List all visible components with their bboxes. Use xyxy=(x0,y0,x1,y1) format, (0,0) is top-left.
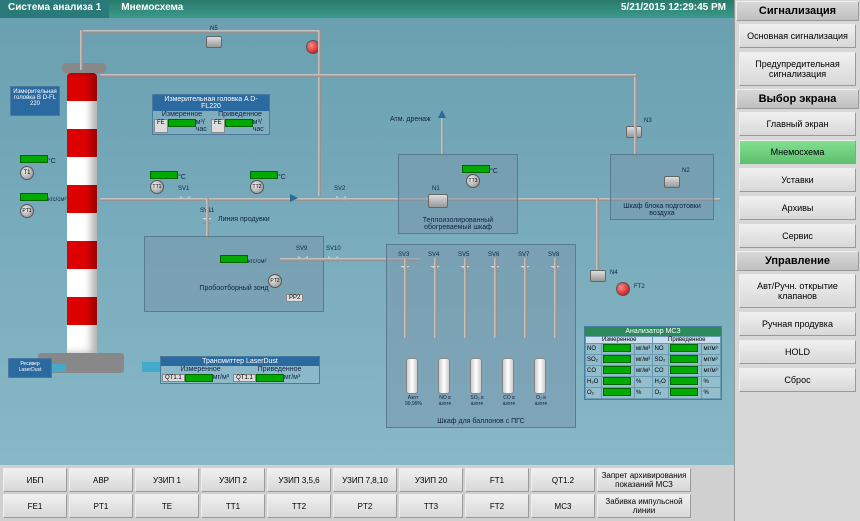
bottom-button[interactable]: FE1 xyxy=(3,494,67,518)
sidebar-button[interactable]: Ручная продувка xyxy=(739,312,856,336)
valve-ft2[interactable] xyxy=(616,282,630,296)
valve-sv2[interactable] xyxy=(336,194,346,204)
pump-n4[interactable] xyxy=(590,270,606,282)
bottom-button[interactable]: QT1.2 xyxy=(531,468,595,492)
sidebar-button[interactable]: Основная сигнализация xyxy=(739,24,856,48)
bottom-button[interactable]: АВР xyxy=(69,468,133,492)
bottom-button[interactable]: FT2 xyxy=(465,494,529,518)
gas-cylinder: NO в азоте xyxy=(438,358,450,394)
ana-led xyxy=(603,355,631,363)
ana-led xyxy=(603,344,631,352)
gas-cylinder: O₂ в азоте xyxy=(534,358,546,394)
bottom-button[interactable]: ИБП xyxy=(3,468,67,492)
sidebar-button[interactable]: Уставки xyxy=(739,168,856,192)
sidebar-button[interactable]: Предупредительная сигнализация xyxy=(739,52,856,86)
sidebar: Сигнализация Основная сигнализация Предупр… xyxy=(734,0,860,521)
mnemonic-canvas: Измерительная головка B D-FL 220 Измерит… xyxy=(0,18,734,465)
ana-gas: O₂ xyxy=(586,388,602,399)
bottom-button[interactable]: УЗИП 3,5,6 xyxy=(267,468,331,492)
gas-cylinder: CO в азоте xyxy=(502,358,514,394)
sidebar-button[interactable]: Сервис xyxy=(739,224,856,248)
bottom-button[interactable]: Забивка импульсной линии xyxy=(597,494,691,518)
bottom-button[interactable]: PT1 xyxy=(69,494,133,518)
sidebar-button[interactable]: Архивы xyxy=(739,196,856,220)
header-bar: Система анализа 1 Мнемосхема 5/21/2015 1… xyxy=(0,0,734,18)
flow-arrow-icon xyxy=(290,194,298,202)
sidebar-button[interactable]: Главный экран xyxy=(739,112,856,136)
sensor-pt1[interactable]: PT1 xyxy=(20,204,34,218)
bottom-button[interactable]: УЗИП 1 xyxy=(135,468,199,492)
bottom-button[interactable]: TT1 xyxy=(201,494,265,518)
sidebar-button[interactable]: Мнемосхема xyxy=(739,140,856,164)
analyzer-mc3: Анализатор МСЗ ИзмеренноеПриведенное NOм… xyxy=(584,326,722,400)
bottom-button[interactable]: TT2 xyxy=(267,494,331,518)
stack-chimney xyxy=(62,63,102,363)
gas-cylinder: SO₂ в азоте xyxy=(470,358,482,394)
screen-name: Мнемосхема xyxy=(109,0,195,18)
laser-tx xyxy=(142,362,160,372)
sidebar-button[interactable]: HOLD xyxy=(739,340,856,364)
heated-cabinet: Теплоизолированный обогреваемый шкаф xyxy=(398,154,518,234)
bottom-button[interactable]: PT2 xyxy=(333,494,397,518)
ana-led xyxy=(603,366,631,374)
bottom-button[interactable]: УЗИП 2 xyxy=(201,468,265,492)
sensor-pt2[interactable]: PT2 xyxy=(268,274,282,288)
ana-gas: H₂O xyxy=(586,377,602,388)
ana-led xyxy=(603,388,631,396)
bottom-button[interactable]: FT1 xyxy=(465,468,529,492)
gas-cylinder: Азот 99,99% xyxy=(406,358,418,394)
box-dfl220-a: Измерительная головка A D-FL220 Измеренн… xyxy=(152,94,270,135)
bottom-button[interactable]: Запрет архивирования показаний МСЗ xyxy=(597,468,691,492)
air-cabinet: Шкаф блока подготовки воздуха xyxy=(610,154,714,220)
pump-n2[interactable] xyxy=(664,176,680,188)
laser-beam xyxy=(52,364,66,372)
sidebar-header: Управление xyxy=(736,251,859,271)
sidebar-header: Выбор экрана xyxy=(736,89,859,109)
box-laserdust: Трансмиттер LaserDust Измеренное Приведе… xyxy=(160,356,320,384)
bottom-button[interactable]: УЗИП 7,8,10 xyxy=(333,468,397,492)
ana-gas: SO₂ xyxy=(586,355,602,366)
drain-arrow-icon xyxy=(438,110,446,118)
pp2-block: кгс/см² xyxy=(220,250,266,268)
bottom-button[interactable]: УЗИП 20 xyxy=(399,468,463,492)
sidebar-button[interactable]: Авт/Ручн. открытие клапанов xyxy=(739,274,856,308)
pump-n1[interactable] xyxy=(428,194,448,208)
bottom-button[interactable]: TT3 xyxy=(399,494,463,518)
sensor-tt1[interactable]: TT1 xyxy=(150,180,164,194)
ana-led xyxy=(603,377,631,385)
pump-n5[interactable] xyxy=(206,36,222,48)
sensor-t1[interactable]: T1 xyxy=(20,166,34,180)
app-title: Система анализа 1 xyxy=(0,0,109,18)
receiver-laserdust: Ресивер LaserDust xyxy=(8,358,52,378)
led xyxy=(168,119,196,127)
box-dfl220-b: Измерительная головка B D-FL 220 xyxy=(10,86,60,116)
bottom-button[interactable]: TE xyxy=(135,494,199,518)
sensor-tt3[interactable]: TT3 xyxy=(466,174,480,188)
ana-gas: CO xyxy=(586,366,602,377)
bottom-button[interactable]: MC3 xyxy=(531,494,595,518)
bottom-bar: ИБПАВРУЗИП 1УЗИП 2УЗИП 3,5,6УЗИП 7,8,10У… xyxy=(0,465,734,521)
sensor-tt2[interactable]: TT2 xyxy=(250,180,264,194)
sidebar-header: Сигнализация xyxy=(736,1,859,21)
sidebar-button[interactable]: Сброс xyxy=(739,368,856,392)
timestamp: 5/21/2015 12:29:45 PM xyxy=(613,0,734,18)
ana-gas: NO xyxy=(586,344,602,355)
